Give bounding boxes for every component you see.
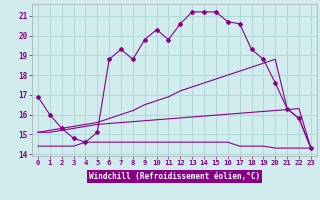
X-axis label: Windchill (Refroidissement éolien,°C): Windchill (Refroidissement éolien,°C) bbox=[89, 172, 260, 181]
